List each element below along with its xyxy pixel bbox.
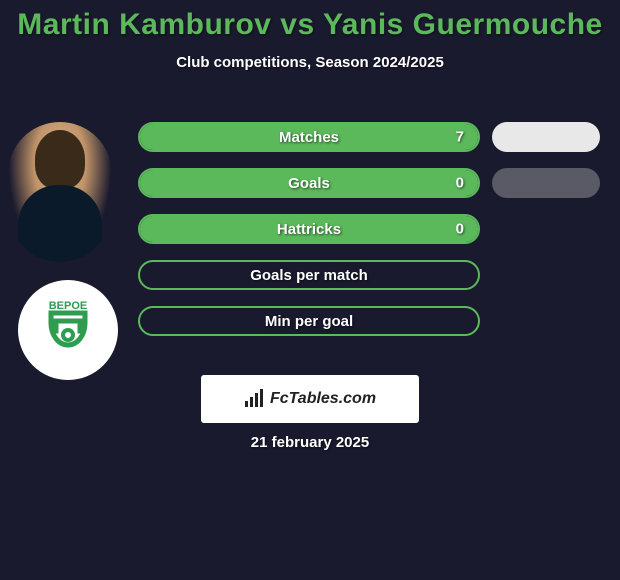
player-photo [8,122,112,262]
stat-label: Goals per match [250,267,368,284]
stat-bars: Matches 7 Goals 0 Hattricks 0 Goals per … [138,122,480,352]
opponent-pills [492,122,600,214]
brand-text: FcTables.com [270,390,376,408]
club-badge: BEPOE [18,280,118,380]
club-badge-icon: BEPOE [33,295,103,365]
opponent-pill-goals [492,168,600,198]
page-subtitle: Club competitions, Season 2024/2025 [0,54,620,71]
stat-bar-hattricks: Hattricks 0 [138,214,480,244]
stat-label: Matches [279,129,339,146]
stat-label: Goals [288,175,330,192]
stat-bar-goals-per-match: Goals per match [138,260,480,290]
stat-value: 0 [456,221,464,238]
opponent-pill-matches [492,122,600,152]
club-badge-text: BEPOE [49,300,88,312]
footer-date: 21 february 2025 [0,434,620,451]
stat-bar-goals: Goals 0 [138,168,480,198]
bars-icon [244,389,264,409]
stat-bar-matches: Matches 7 [138,122,480,152]
stat-bar-min-per-goal: Min per goal [138,306,480,336]
brand-box: FcTables.com [201,375,419,423]
page-title: Martin Kamburov vs Yanis Guermouche [0,0,620,42]
player-column: BEPOE [8,122,112,380]
stat-label: Hattricks [277,221,341,238]
stat-value: 0 [456,175,464,192]
stat-value: 7 [456,129,464,146]
infographic-root: Martin Kamburov vs Yanis Guermouche Club… [0,0,620,580]
stat-label: Min per goal [265,313,353,330]
